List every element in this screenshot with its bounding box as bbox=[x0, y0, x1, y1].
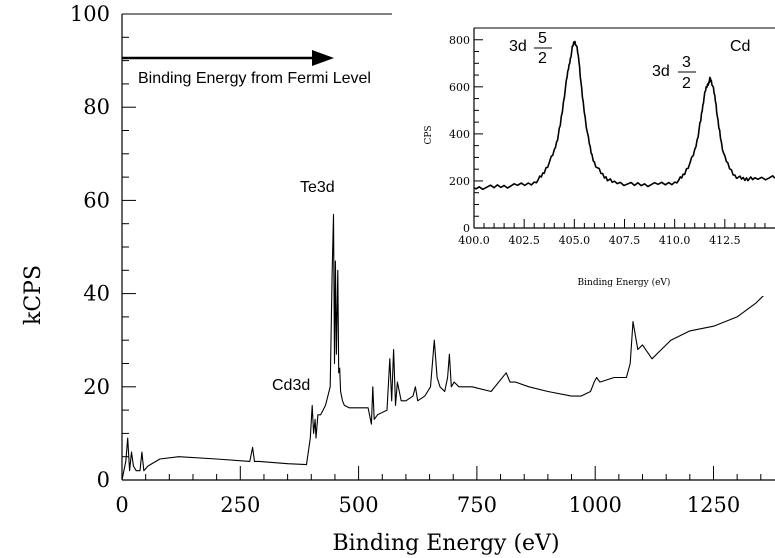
x-axis-title: Binding Energy (eV) bbox=[332, 531, 559, 556]
y-axis-title: kCPS bbox=[21, 265, 46, 325]
inset-mask bbox=[392, 16, 775, 296]
peak-3d52-base: 3d bbox=[509, 38, 527, 55]
te3d-label: Te3d bbox=[300, 179, 335, 196]
inset-x-tick-label: 407.5 bbox=[609, 234, 641, 247]
inset-x-tick-label: 410.0 bbox=[659, 234, 691, 247]
inset-y-tick-label: 200 bbox=[449, 175, 470, 188]
inset-cd-label: Cd bbox=[730, 38, 750, 55]
inset-y-tick-label: 400 bbox=[449, 128, 470, 141]
peak-3d32-denominator: 2 bbox=[682, 75, 691, 92]
y-tick-label: 100 bbox=[70, 2, 110, 26]
peak-3d52-numerator: 5 bbox=[538, 30, 547, 47]
y-tick-label: 20 bbox=[83, 375, 110, 399]
fermi-level-label: Binding Energy from Fermi Level bbox=[138, 70, 371, 87]
inset-y-tick-label: 0 bbox=[463, 222, 470, 235]
inset-y-tick-label: 600 bbox=[449, 81, 470, 94]
inset-series bbox=[473, 40, 775, 191]
x-tick-label: 500 bbox=[339, 493, 379, 517]
inset-y-tick-label: 800 bbox=[449, 34, 470, 47]
x-tick-label: 750 bbox=[457, 493, 497, 517]
y-tick-label: 0 bbox=[97, 468, 110, 492]
peak-3d52-denominator: 2 bbox=[538, 50, 547, 67]
main-series bbox=[121, 213, 775, 481]
x-tick-label: 250 bbox=[220, 493, 260, 517]
x-tick-label: 1250 bbox=[687, 493, 740, 517]
inset-y-axis-title: CPS bbox=[424, 125, 434, 144]
inset-x-axis-title: Binding Energy (eV) bbox=[578, 277, 671, 288]
peak-3d32-base: 3d bbox=[652, 63, 670, 80]
cd3d-label: Cd3d bbox=[272, 377, 310, 394]
peak-3d32-numerator: 3 bbox=[682, 54, 691, 71]
survey-spectrum-line bbox=[121, 213, 775, 481]
peak-label-3d52: 3d 5 2 bbox=[509, 30, 552, 67]
fermi-arrow bbox=[122, 50, 334, 66]
inset-x-tick-label: 402.5 bbox=[508, 234, 540, 247]
x-tick-label: 0 bbox=[115, 493, 128, 517]
inset-x-tick-label: 405.0 bbox=[559, 234, 591, 247]
x-tick-label: 1000 bbox=[568, 493, 621, 517]
y-tick-label: 40 bbox=[83, 282, 110, 306]
cd3d-spectrum-line bbox=[473, 40, 775, 191]
inset-axes: 0 200 400 600 800 400.0 402.5 405.0 407.5 410.0 41… bbox=[449, 27, 775, 247]
peak-label-3d32: 3d 3 2 bbox=[652, 54, 696, 92]
y-tick-label: 80 bbox=[83, 95, 110, 119]
y-tick-label: 60 bbox=[83, 188, 110, 212]
inset-x-tick-label: 400.0 bbox=[458, 234, 490, 247]
inset-x-tick-label: 412.5 bbox=[709, 234, 741, 247]
